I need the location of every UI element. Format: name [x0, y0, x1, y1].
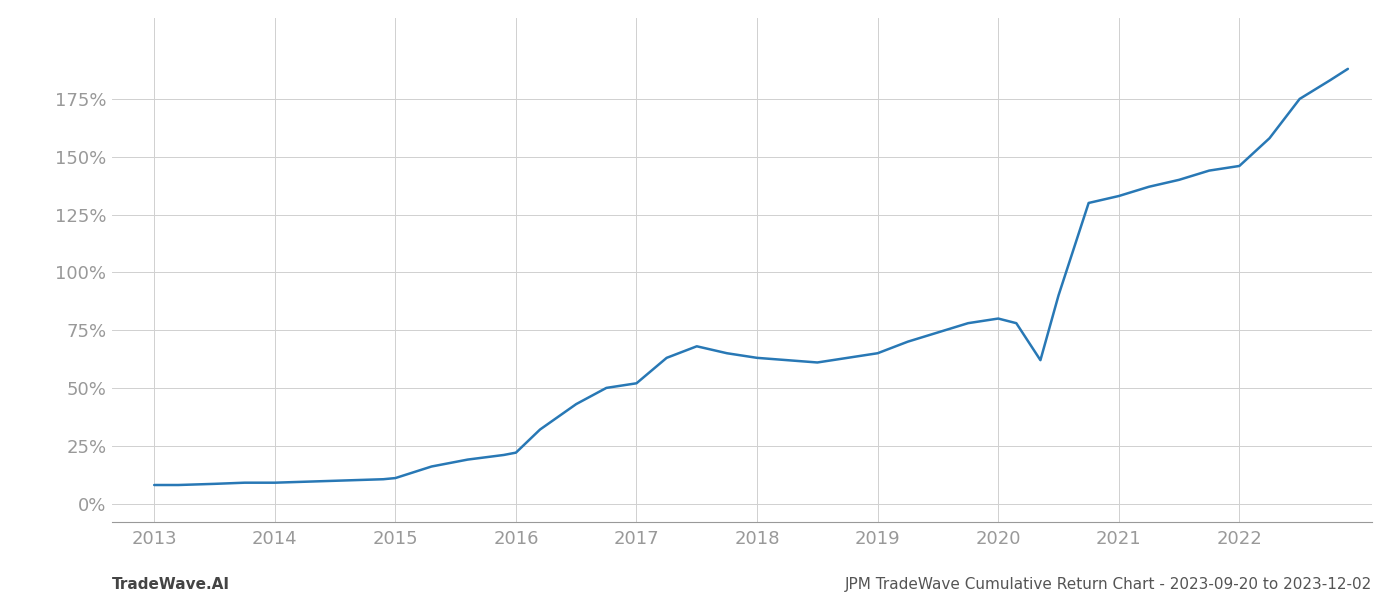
- Text: JPM TradeWave Cumulative Return Chart - 2023-09-20 to 2023-12-02: JPM TradeWave Cumulative Return Chart - …: [844, 577, 1372, 592]
- Text: TradeWave.AI: TradeWave.AI: [112, 577, 230, 592]
